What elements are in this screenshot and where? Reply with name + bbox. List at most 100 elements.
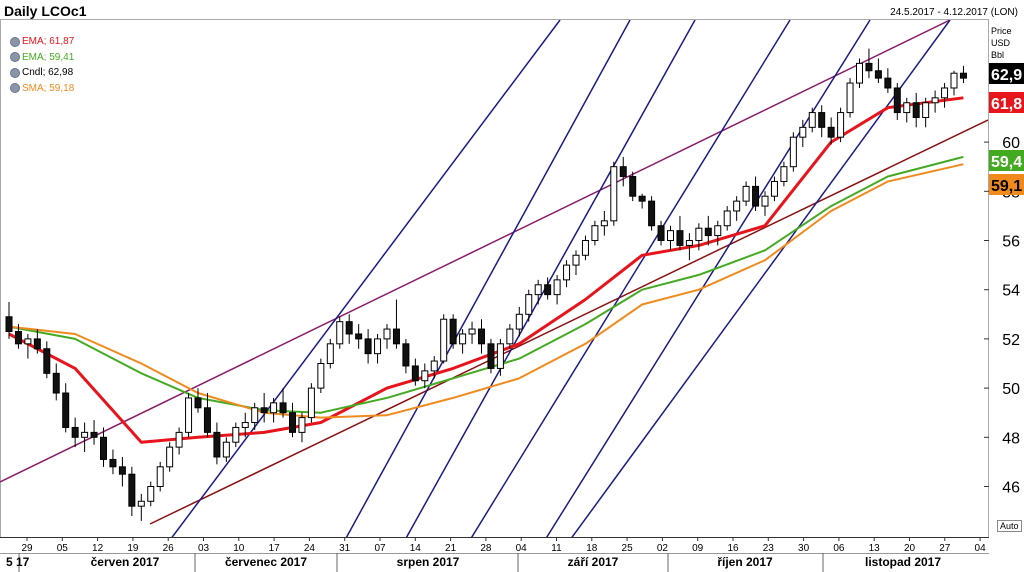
candle-body	[336, 321, 344, 345]
candle-body	[364, 338, 372, 355]
candle-body	[808, 112, 816, 128]
x-tick-label: 27	[939, 543, 951, 554]
chart-title: Daily LCOc1	[4, 3, 87, 19]
candle-body	[884, 77, 892, 89]
candle-body	[874, 70, 882, 79]
candle-body	[610, 166, 618, 222]
candle-body	[799, 126, 807, 138]
candle-body	[175, 431, 183, 448]
ma-line-2	[8, 155, 964, 414]
candle-body	[118, 466, 126, 475]
candle-body	[90, 431, 98, 438]
candle-body	[714, 225, 722, 237]
candle-body	[553, 279, 561, 296]
candle-body	[695, 227, 703, 241]
x-tick-label: 10	[233, 543, 245, 554]
date-range: 24.5.2017 - 4.12.2017 (LON)	[890, 7, 1018, 18]
last-value-badge	[989, 92, 1024, 113]
candle-body	[222, 441, 230, 458]
candle-body	[100, 436, 107, 460]
candle-body	[667, 230, 674, 242]
candle-body	[619, 166, 627, 178]
x-tick-label: 24	[304, 543, 316, 554]
x-tick-label: 25	[622, 543, 634, 554]
candle-body	[496, 343, 504, 369]
candle-body	[950, 72, 958, 89]
candle-body	[742, 185, 750, 202]
candle-body	[846, 82, 854, 114]
price-axis-line2: USD	[991, 38, 1011, 48]
channel-line-3	[405, 20, 696, 537]
candle-body	[232, 426, 240, 443]
x-tick-label: 21	[445, 543, 457, 554]
candle-body	[317, 363, 325, 389]
y-tick-label: 54	[1002, 283, 1020, 300]
candle-body	[780, 166, 788, 182]
candle-body	[629, 176, 637, 197]
y-tick-label: 52	[1002, 332, 1020, 349]
candle-body	[941, 87, 949, 99]
x-tick-label: 06	[833, 543, 845, 554]
x-tick-label: 23	[763, 543, 775, 554]
x-tick-label: 31	[339, 543, 351, 554]
candle-body	[478, 328, 485, 345]
candle-body	[402, 343, 410, 367]
y-tick-label: 60	[1002, 135, 1020, 152]
legend-item-candles[interactable]: Cndl; 62,98	[10, 65, 74, 81]
candle-body	[411, 365, 419, 382]
candle-body	[893, 87, 901, 114]
last-value-label: 59,1	[991, 178, 1022, 195]
x-tick-label: 17	[269, 543, 281, 554]
month-label: září 2017	[568, 555, 619, 569]
x-tick-label: 02	[657, 543, 669, 554]
candle-body	[525, 294, 533, 315]
candle-body	[534, 284, 542, 296]
candle-body	[440, 318, 448, 362]
month-label: listopad 2017	[865, 555, 941, 569]
candle-body	[600, 220, 608, 227]
indicator-icon	[10, 83, 20, 94]
candle-body	[203, 407, 211, 433]
candle-body	[62, 392, 70, 428]
candle-body	[213, 431, 221, 458]
candle-body	[279, 402, 287, 414]
x-tick-label: 07	[374, 543, 386, 554]
candle-body	[685, 240, 693, 246]
ma-line-1	[8, 96, 964, 444]
candle-body	[298, 417, 306, 433]
candle-body	[449, 318, 457, 345]
candlesticks	[5, 48, 967, 521]
trend-lines	[0, 20, 988, 537]
candle-body	[241, 422, 249, 428]
indicator-icon	[10, 67, 20, 78]
plot-border	[0, 19, 989, 538]
candle-body	[137, 500, 145, 507]
candle-body	[827, 126, 835, 138]
candle-body	[109, 458, 117, 468]
y-tick-label: 50	[1002, 381, 1020, 398]
auto-scale-button[interactable]: Auto	[997, 520, 1022, 532]
last-value-badge	[989, 174, 1024, 195]
ma-line-3	[8, 163, 964, 419]
legend-item-sma[interactable]: SMA; 59,18	[10, 81, 74, 97]
legend-item-ema-green[interactable]: EMA; 59,41	[10, 50, 74, 66]
candle-body	[166, 446, 174, 468]
candle-body	[648, 200, 656, 227]
legend-item-ema-red[interactable]: EMA; 61,87	[10, 34, 74, 50]
candle-body	[5, 316, 13, 333]
candle-body	[185, 397, 193, 433]
last-value-badge	[989, 150, 1024, 171]
indicator-icon	[10, 52, 20, 63]
x-tick-label: 03	[198, 543, 210, 554]
trend-line-upper	[0, 20, 951, 483]
x-tick-label: 26	[163, 543, 175, 554]
channel-line-6	[571, 20, 951, 537]
x-tick-label: 13	[869, 543, 881, 554]
x-tick-label: 09	[692, 543, 704, 554]
candle-body	[345, 321, 353, 335]
candle-body	[260, 407, 268, 414]
candle-body	[43, 348, 51, 374]
candle-body	[147, 486, 155, 502]
x-tick-label: 11	[551, 543, 562, 554]
